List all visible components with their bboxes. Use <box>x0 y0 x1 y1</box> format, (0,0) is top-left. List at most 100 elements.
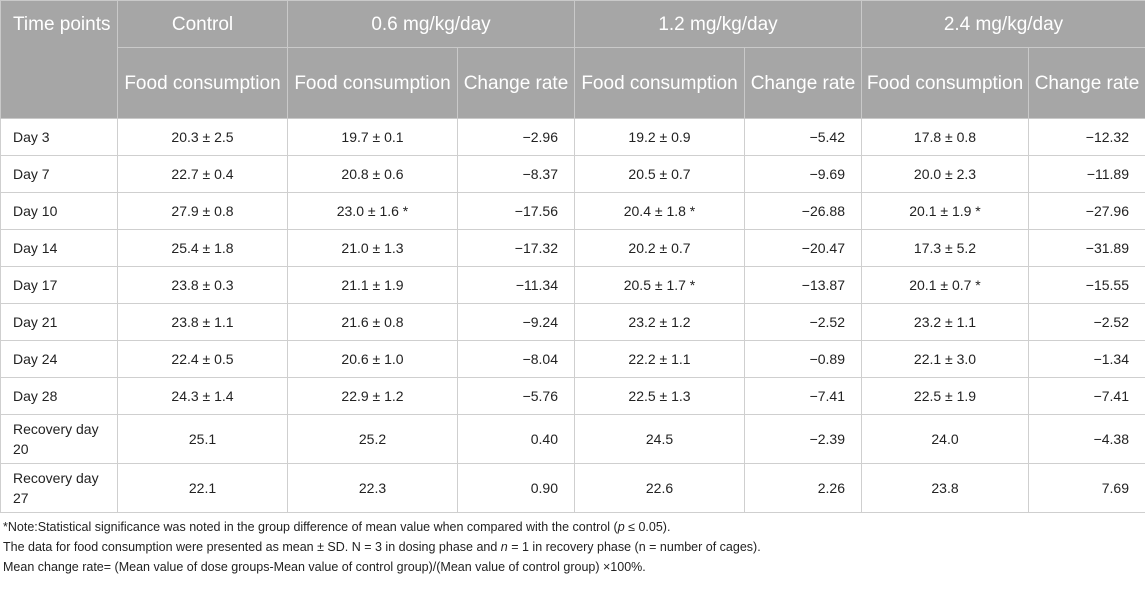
header-change-rate: Change rate <box>1028 47 1145 119</box>
control-food-cell: 23.8 ± 0.3 <box>117 266 288 304</box>
time-point-cell: Recovery day 20 <box>0 414 118 464</box>
change-rate-cell: −8.37 <box>457 155 575 193</box>
header-group-0-6: 0.6 mg/kg/day <box>287 0 575 48</box>
time-point-cell: Day 14 <box>0 229 118 267</box>
time-point-cell: Day 21 <box>0 303 118 341</box>
food-cell: 22.2 ± 1.1 <box>574 340 745 378</box>
food-cell: 22.3 <box>287 463 458 513</box>
change-rate-cell: −27.96 <box>1028 192 1145 230</box>
food-cell: 21.0 ± 1.3 <box>287 229 458 267</box>
change-rate-cell: −7.41 <box>1028 377 1145 415</box>
header-control: Control <box>117 0 288 48</box>
food-cell: 19.2 ± 0.9 <box>574 118 745 156</box>
food-cell: 23.8 <box>861 463 1029 513</box>
control-food-cell: 27.9 ± 0.8 <box>117 192 288 230</box>
food-cell: 24.0 <box>861 414 1029 464</box>
header-food-consumption: Food consumption <box>117 47 288 119</box>
food-cell: 22.6 <box>574 463 745 513</box>
food-cell: 17.8 ± 0.8 <box>861 118 1029 156</box>
change-rate-cell: −2.52 <box>1028 303 1145 341</box>
time-point-cell: Day 7 <box>0 155 118 193</box>
time-point-cell: Recovery day 27 <box>0 463 118 513</box>
table-row: Day 24 22.4 ± 0.5 20.6 ± 1.0 −8.04 22.2 … <box>0 340 1145 378</box>
table-row: Day 17 23.8 ± 0.3 21.1 ± 1.9 −11.34 20.5… <box>0 266 1145 304</box>
food-cell: 20.1 ± 0.7 * <box>861 266 1029 304</box>
change-rate-cell: −2.52 <box>744 303 862 341</box>
control-food-cell: 22.1 <box>117 463 288 513</box>
food-cell: 23.0 ± 1.6 * <box>287 192 458 230</box>
change-rate-cell: −2.96 <box>457 118 575 156</box>
note-significance: *Note:Statistical significance was noted… <box>3 520 671 534</box>
table-row: Day 21 23.8 ± 1.1 21.6 ± 0.8 −9.24 23.2 … <box>0 303 1145 341</box>
header-change-rate: Change rate <box>457 47 575 119</box>
food-cell: 24.5 <box>574 414 745 464</box>
food-cell: 21.1 ± 1.9 <box>287 266 458 304</box>
table-row: Recovery day 20 25.1 25.2 0.40 24.5 −2.3… <box>0 414 1145 464</box>
food-cell: 20.8 ± 0.6 <box>287 155 458 193</box>
change-rate-cell: −20.47 <box>744 229 862 267</box>
header-group-1-2: 1.2 mg/kg/day <box>574 0 862 48</box>
food-cell: 22.5 ± 1.9 <box>861 377 1029 415</box>
change-rate-cell: 7.69 <box>1028 463 1145 513</box>
food-cell: 21.6 ± 0.8 <box>287 303 458 341</box>
control-food-cell: 25.1 <box>117 414 288 464</box>
food-cell: 20.4 ± 1.8 * <box>574 192 745 230</box>
food-cell: 20.6 ± 1.0 <box>287 340 458 378</box>
change-rate-cell: 0.40 <box>457 414 575 464</box>
header-food-consumption: Food consumption <box>574 47 745 119</box>
change-rate-cell: −31.89 <box>1028 229 1145 267</box>
time-point-cell: Day 3 <box>0 118 118 156</box>
control-food-cell: 22.4 ± 0.5 <box>117 340 288 378</box>
table-row: Day 14 25.4 ± 1.8 21.0 ± 1.3 −17.32 20.2… <box>0 229 1145 267</box>
change-rate-cell: −17.56 <box>457 192 575 230</box>
change-rate-cell: −9.69 <box>744 155 862 193</box>
change-rate-cell: −0.89 <box>744 340 862 378</box>
food-cell: 23.2 ± 1.2 <box>574 303 745 341</box>
time-point-cell: Day 24 <box>0 340 118 378</box>
table-row: Day 10 27.9 ± 0.8 23.0 ± 1.6 * −17.56 20… <box>0 192 1145 230</box>
change-rate-cell: −11.34 <box>457 266 575 304</box>
food-cell: 20.0 ± 2.3 <box>861 155 1029 193</box>
food-cell: 19.7 ± 0.1 <box>287 118 458 156</box>
control-food-cell: 22.7 ± 0.4 <box>117 155 288 193</box>
food-cell: 22.1 ± 3.0 <box>861 340 1029 378</box>
change-rate-cell: −12.32 <box>1028 118 1145 156</box>
note-data-presentation: The data for food consumption were prese… <box>3 540 761 554</box>
food-cell: 20.5 ± 0.7 <box>574 155 745 193</box>
control-food-cell: 23.8 ± 1.1 <box>117 303 288 341</box>
change-rate-cell: −17.32 <box>457 229 575 267</box>
food-cell: 22.5 ± 1.3 <box>574 377 745 415</box>
change-rate-cell: −26.88 <box>744 192 862 230</box>
change-rate-cell: −15.55 <box>1028 266 1145 304</box>
time-point-cell: Day 17 <box>0 266 118 304</box>
time-point-cell: Day 28 <box>0 377 118 415</box>
change-rate-cell: −7.41 <box>744 377 862 415</box>
food-cell: 20.2 ± 0.7 <box>574 229 745 267</box>
change-rate-cell: 2.26 <box>744 463 862 513</box>
table-row: Day 7 22.7 ± 0.4 20.8 ± 0.6 −8.37 20.5 ±… <box>0 155 1145 193</box>
header-food-consumption: Food consumption <box>861 47 1029 119</box>
table-notes: *Note:Statistical significance was noted… <box>0 513 1145 577</box>
change-rate-cell: −5.76 <box>457 377 575 415</box>
change-rate-cell: −5.42 <box>744 118 862 156</box>
control-food-cell: 25.4 ± 1.8 <box>117 229 288 267</box>
header-row-measures: Food consumption Food consumption Change… <box>1 47 1145 119</box>
food-consumption-table: Time points Control 0.6 mg/kg/day 1.2 mg… <box>0 0 1145 513</box>
change-rate-cell: −1.34 <box>1028 340 1145 378</box>
food-cell: 17.3 ± 5.2 <box>861 229 1029 267</box>
control-food-cell: 24.3 ± 1.4 <box>117 377 288 415</box>
control-food-cell: 20.3 ± 2.5 <box>117 118 288 156</box>
change-rate-cell: −4.38 <box>1028 414 1145 464</box>
table-row: Day 3 20.3 ± 2.5 19.7 ± 0.1 −2.96 19.2 ±… <box>0 118 1145 156</box>
food-cell: 25.2 <box>287 414 458 464</box>
change-rate-cell: −2.39 <box>744 414 862 464</box>
header-time-points: Time points <box>0 0 118 119</box>
table-row: Recovery day 27 22.1 22.3 0.90 22.6 2.26… <box>0 463 1145 513</box>
change-rate-cell: −9.24 <box>457 303 575 341</box>
change-rate-cell: −8.04 <box>457 340 575 378</box>
food-cell: 20.5 ± 1.7 * <box>574 266 745 304</box>
food-cell: 23.2 ± 1.1 <box>861 303 1029 341</box>
table-row: Day 28 24.3 ± 1.4 22.9 ± 1.2 −5.76 22.5 … <box>0 377 1145 415</box>
time-point-cell: Day 10 <box>0 192 118 230</box>
header-change-rate: Change rate <box>744 47 862 119</box>
